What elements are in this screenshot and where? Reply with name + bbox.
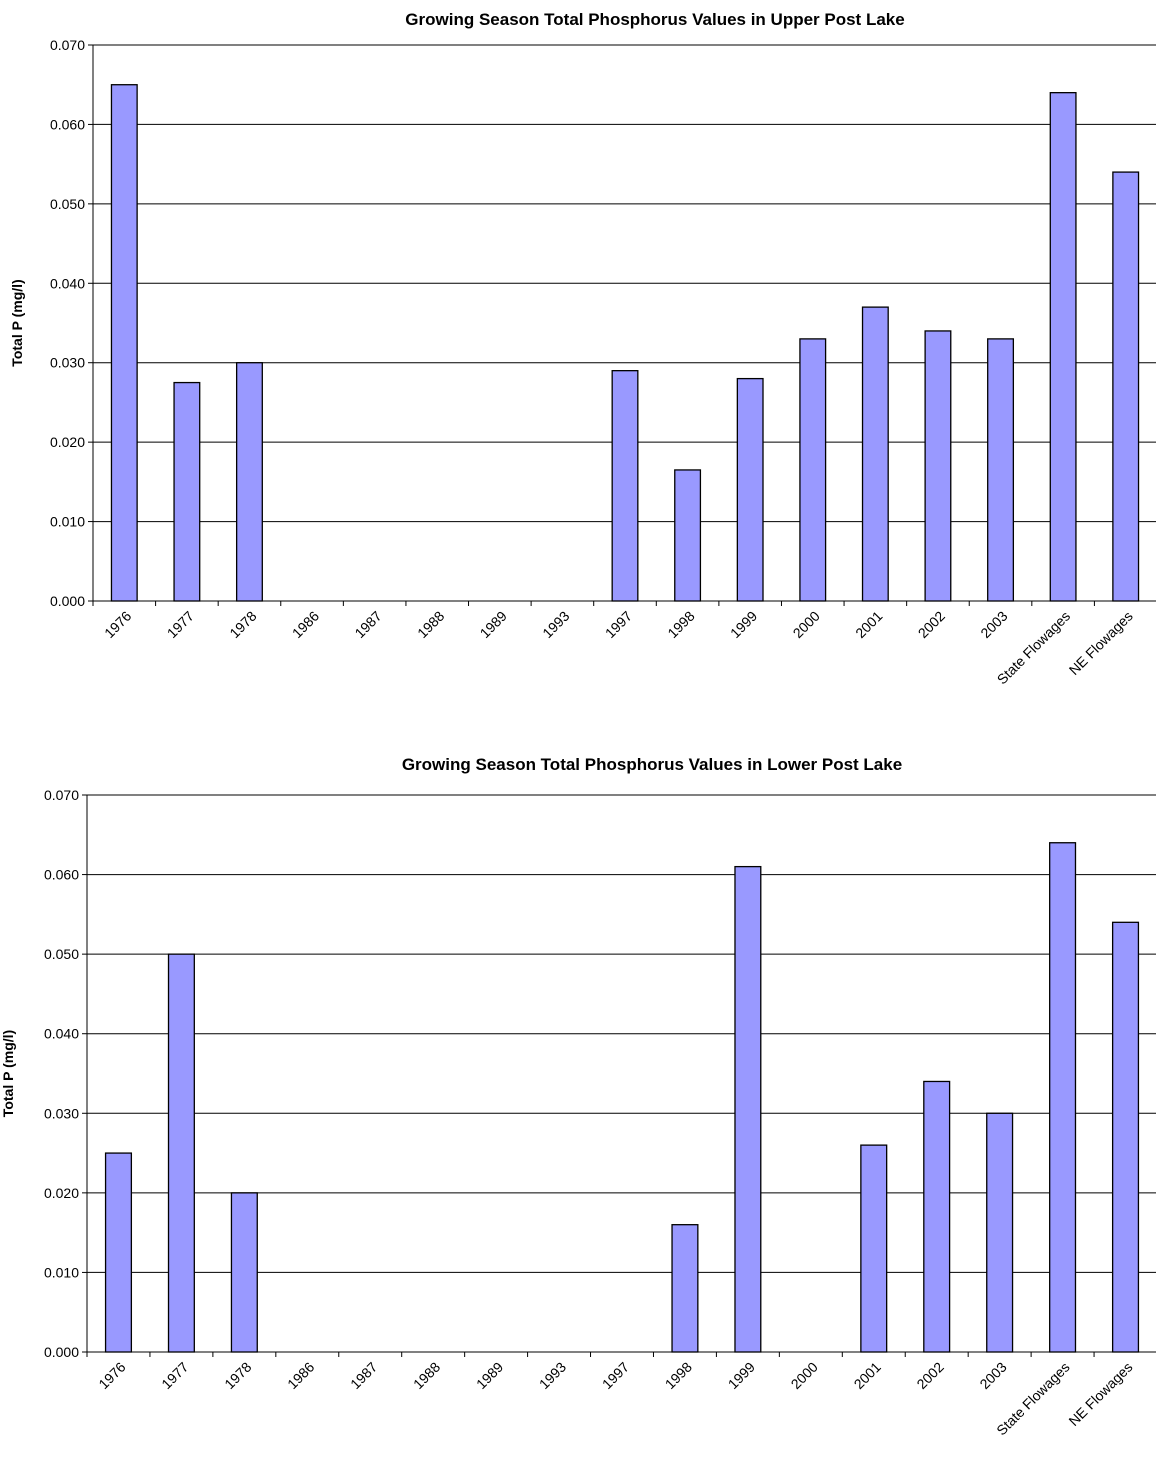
x-tick-label: 1998 [662, 1359, 695, 1392]
bar-2001 [861, 306, 889, 602]
bar-ne-flowages [1111, 921, 1140, 1353]
y-tick-label: 0.060 [50, 116, 85, 132]
lower-post-lake-chart: Growing Season Total Phosphorus Values i… [0, 755, 1156, 1438]
bar-1977 [173, 381, 201, 602]
bar-state-flowages [1049, 92, 1077, 602]
bar-ne-flowages [1112, 171, 1140, 602]
bar-2003 [986, 1112, 1014, 1353]
bar-2002 [923, 1080, 951, 1353]
bar-1977 [167, 953, 195, 1353]
y-tick-label: 0.030 [50, 355, 85, 371]
x-tick-label: 1977 [158, 1359, 191, 1392]
x-tick-label: 1993 [536, 1359, 569, 1392]
bar-state-flowages [1049, 842, 1077, 1353]
x-tick-label: 1976 [95, 1359, 128, 1392]
bar-1978 [235, 362, 263, 602]
bar-1976 [110, 84, 138, 602]
x-tick-label: NE Flowages [1065, 1359, 1135, 1429]
y-tick-label: 0.070 [50, 37, 85, 53]
x-tick-label: 1988 [410, 1359, 443, 1392]
x-tick-label: 2003 [977, 608, 1010, 641]
x-tick-label: 2002 [913, 1359, 946, 1392]
y-tick-label: 0.040 [44, 1026, 79, 1042]
y-tick-label: 0.020 [44, 1185, 79, 1201]
x-tick-label: 1989 [477, 608, 510, 641]
x-tick-label: 1987 [347, 1359, 380, 1392]
bar-2001 [860, 1144, 888, 1353]
bar-1998 [674, 469, 702, 602]
x-tick-label: 2002 [915, 608, 948, 641]
x-tick-label: 1989 [473, 1359, 506, 1392]
bar-1978 [230, 1192, 258, 1353]
y-tick-label: 0.020 [50, 434, 85, 450]
bar-2002 [924, 330, 952, 602]
x-tick-label: 2003 [976, 1359, 1009, 1392]
x-tick-label: 2000 [788, 1359, 821, 1392]
y-tick-label: 0.070 [44, 787, 79, 803]
y-tick-label: 0.000 [44, 1344, 79, 1360]
y-tick-label: 0.060 [44, 867, 79, 883]
y-axis-label: Total P (mg/l) [0, 1030, 16, 1117]
chart-title: Growing Season Total Phosphorus Values i… [402, 755, 902, 774]
x-tick-label: 1993 [539, 608, 572, 641]
chart-title: Growing Season Total Phosphorus Values i… [405, 10, 904, 29]
y-tick-label: 0.050 [44, 946, 79, 962]
y-tick-label: 0.010 [50, 514, 85, 530]
x-tick-label: 1999 [725, 1359, 758, 1392]
y-tick-label: 0.000 [50, 593, 85, 609]
x-tick-label: 2001 [851, 1359, 884, 1392]
x-tick-label: 1988 [414, 608, 447, 641]
bar-1976 [104, 1152, 133, 1353]
x-tick-label: 1978 [221, 1359, 254, 1392]
y-tick-label: 0.050 [50, 196, 85, 212]
x-tick-label: 1987 [351, 608, 384, 641]
y-tick-label: 0.040 [50, 275, 85, 291]
x-tick-label: NE Flowages [1066, 608, 1136, 678]
x-tick-label: 1986 [289, 608, 322, 641]
bar-1998 [671, 1224, 699, 1353]
x-tick-label: 1978 [226, 608, 259, 641]
x-tick-label: 1976 [101, 608, 134, 641]
x-tick-label: 1986 [284, 1359, 317, 1392]
x-tick-label: 1997 [599, 1359, 632, 1392]
x-tick-label: 2000 [790, 608, 823, 641]
x-tick-label: 1999 [727, 608, 760, 641]
x-tick-label: 1977 [164, 608, 197, 641]
x-tick-label: 2001 [852, 608, 885, 641]
y-tick-label: 0.010 [44, 1264, 79, 1280]
bar-2003 [987, 338, 1015, 602]
upper-post-lake-chart: Growing Season Total Phosphorus Values i… [9, 10, 1156, 687]
bar-2000 [799, 338, 827, 602]
y-tick-label: 0.030 [44, 1105, 79, 1121]
x-tick-label: 1998 [664, 608, 697, 641]
bar-1999 [736, 377, 764, 602]
bar-1999 [734, 865, 762, 1353]
x-tick-label: 1997 [602, 608, 635, 641]
bar-1997 [611, 370, 639, 602]
y-axis-label: Total P (mg/l) [9, 279, 25, 366]
